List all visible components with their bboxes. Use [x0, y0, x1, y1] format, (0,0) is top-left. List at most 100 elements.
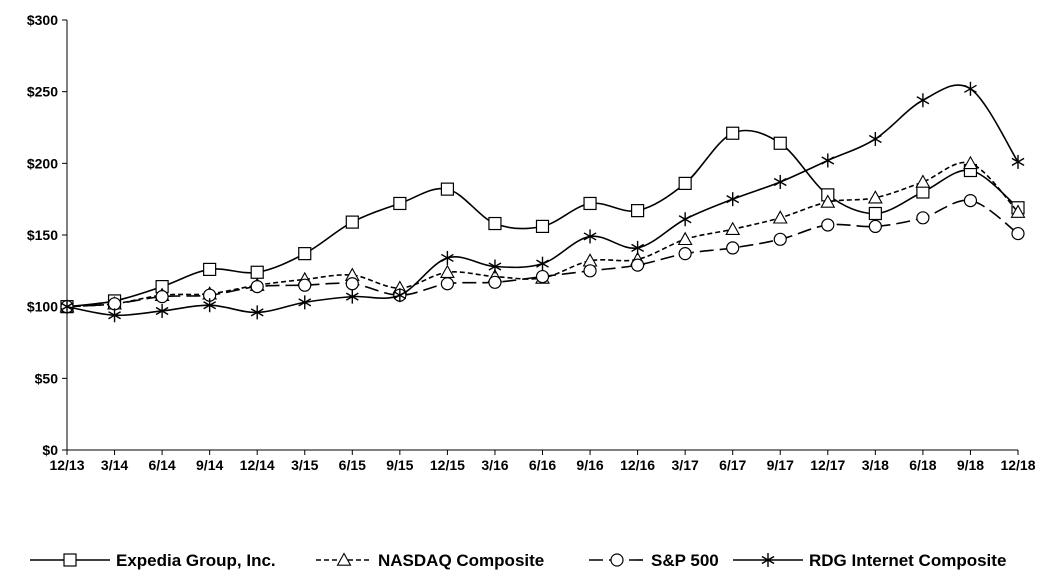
x-tick-label: 9/18 — [957, 457, 984, 473]
y-tick-label: $100 — [27, 299, 58, 315]
data-point-nasdaq-composite — [820, 194, 836, 208]
data-point-expedia-group-inc — [298, 247, 312, 261]
data-point-s-p-500 — [488, 275, 502, 289]
legend-label-expedia-group-inc: Expedia Group, Inc. — [116, 551, 276, 570]
x-tick-label: 12/16 — [620, 457, 655, 473]
x-tick-label: 6/14 — [148, 457, 175, 473]
legend-marker-expedia-group-inc — [63, 553, 77, 567]
data-point-s-p-500 — [440, 277, 454, 291]
series-rdg-internet-composite — [60, 81, 1025, 323]
series-nasdaq-composite — [59, 155, 1026, 313]
x-tick-label: 9/16 — [576, 457, 603, 473]
y-tick-label: $50 — [35, 370, 59, 386]
data-point-nasdaq-composite — [1010, 204, 1026, 218]
data-point-s-p-500 — [107, 297, 122, 311]
data-point-expedia-group-inc — [203, 262, 217, 276]
x-tick-label: 12/13 — [49, 457, 84, 473]
x-tick-label: 9/15 — [386, 457, 413, 473]
data-point-s-p-500 — [298, 278, 312, 292]
data-point-expedia-group-inc — [440, 182, 454, 196]
data-point-s-p-500 — [726, 241, 740, 255]
data-point-s-p-500 — [630, 258, 645, 272]
x-tick-label: 9/17 — [767, 457, 794, 473]
data-point-s-p-500 — [1011, 226, 1025, 241]
data-point-s-p-500 — [345, 277, 359, 291]
y-tick-label: $300 — [27, 12, 58, 28]
data-point-rdg-internet-composite — [1011, 154, 1025, 169]
x-tick-label: 6/16 — [529, 457, 556, 473]
data-point-expedia-group-inc — [630, 204, 645, 218]
data-point-nasdaq-composite — [867, 190, 883, 204]
data-point-s-p-500 — [250, 280, 264, 294]
data-point-s-p-500 — [821, 218, 835, 232]
x-tick-label: 3/16 — [481, 457, 508, 473]
data-point-nasdaq-composite — [772, 210, 788, 224]
data-point-rdg-internet-composite — [155, 303, 169, 318]
data-point-rdg-internet-composite — [298, 295, 312, 310]
data-point-rdg-internet-composite — [488, 259, 502, 274]
legend-item-expedia-group-inc: Expedia Group, Inc. — [30, 551, 276, 570]
data-point-rdg-internet-composite — [393, 288, 407, 303]
axes: $0 $50 $100 $150 $200 $250 $300 12/13 3/14 6/14 9/… — [27, 12, 1036, 473]
data-point-expedia-group-inc — [250, 265, 264, 279]
legend-label-nasdaq-composite: NASDAQ Composite — [378, 551, 544, 570]
data-point-rdg-internet-composite — [203, 298, 217, 313]
x-tick-label: 9/14 — [196, 457, 223, 473]
legend-item-rdg-internet-composite: RDG Internet Composite — [733, 551, 1006, 570]
data-point-rdg-internet-composite — [60, 299, 74, 314]
x-tick-label: 12/14 — [240, 457, 275, 473]
x-tick-label: 3/14 — [101, 457, 128, 473]
data-point-s-p-500 — [868, 219, 882, 233]
legend-label-rdg-internet-composite: RDG Internet Composite — [809, 551, 1006, 570]
x-tick-label: 3/17 — [672, 457, 699, 473]
data-point-expedia-group-inc — [583, 196, 597, 211]
legend-item-s-p-500: S&P 500 — [589, 551, 719, 570]
x-tick-label: 6/18 — [909, 457, 936, 473]
y-tick-label: $0 — [42, 442, 58, 458]
x-tick-label: 12/18 — [1000, 457, 1035, 473]
data-point-s-p-500 — [155, 290, 169, 304]
data-point-rdg-internet-composite — [821, 153, 835, 168]
data-point-s-p-500 — [773, 232, 787, 246]
data-point-s-p-500 — [535, 269, 550, 284]
data-point-rdg-internet-composite — [536, 256, 549, 271]
legend-label-s-p-500: S&P 500 — [651, 551, 719, 570]
data-point-nasdaq-composite — [963, 155, 978, 170]
data-point-rdg-internet-composite — [583, 229, 597, 244]
x-tick-label: 3/18 — [862, 457, 889, 473]
data-point-expedia-group-inc — [773, 136, 787, 150]
data-point-rdg-internet-composite — [345, 289, 359, 304]
data-point-expedia-group-inc — [535, 219, 550, 233]
data-point-s-p-500 — [916, 211, 930, 225]
data-point-s-p-500 — [678, 247, 692, 261]
x-tick-label: 12/15 — [430, 457, 465, 473]
series-line-nasdaq-composite — [66, 161, 1019, 308]
data-point-nasdaq-composite — [725, 221, 741, 236]
data-point-rdg-internet-composite — [108, 308, 121, 323]
x-tick-label: 6/17 — [719, 457, 746, 473]
data-point-rdg-internet-composite — [726, 192, 740, 207]
data-point-expedia-group-inc — [488, 216, 502, 231]
data-point-rdg-internet-composite — [631, 240, 645, 255]
y-tick-label: $250 — [27, 84, 58, 100]
data-point-rdg-internet-composite — [916, 93, 930, 108]
legend-marker-s-p-500 — [610, 553, 624, 567]
data-point-rdg-internet-composite — [773, 174, 787, 189]
legend-marker-rdg-internet-composite — [761, 553, 775, 567]
data-point-expedia-group-inc — [916, 185, 930, 199]
data-point-rdg-internet-composite — [868, 131, 882, 146]
data-point-expedia-group-inc — [345, 215, 359, 229]
legend-item-nasdaq-composite: NASDAQ Composite — [316, 551, 544, 570]
legend-marker-nasdaq-composite — [336, 552, 352, 566]
series-layer — [59, 81, 1026, 323]
series-expedia-group-inc — [60, 126, 1025, 314]
data-point-rdg-internet-composite — [250, 305, 264, 320]
y-tick-label: $150 — [27, 227, 58, 243]
x-tick-label: 6/15 — [339, 457, 366, 473]
data-point-expedia-group-inc — [868, 206, 882, 221]
data-point-rdg-internet-composite — [678, 212, 692, 227]
data-point-s-p-500 — [963, 194, 978, 208]
x-tick-label: 12/17 — [810, 457, 845, 473]
data-point-s-p-500 — [583, 264, 597, 278]
